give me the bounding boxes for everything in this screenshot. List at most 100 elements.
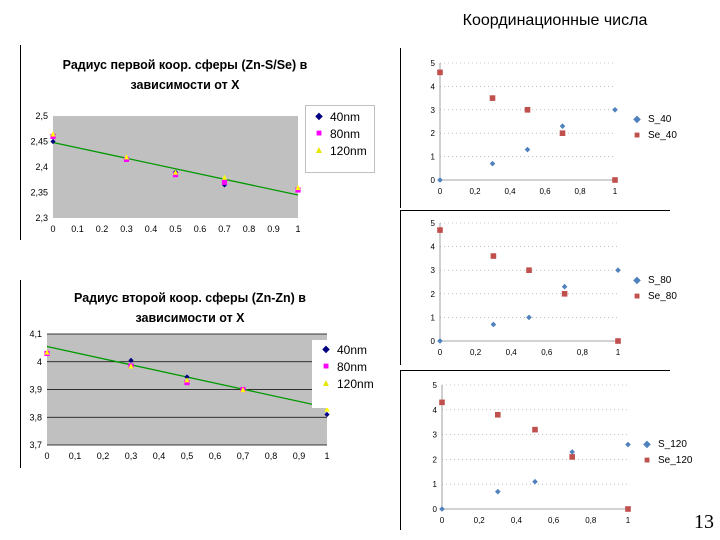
y-tick-label: 2 (433, 455, 438, 464)
x-tick-label: 0,2 (97, 451, 110, 461)
data-point-se-120 (569, 454, 575, 460)
y-tick-label: 2 (431, 290, 436, 299)
legend-entry-120nm: ▲ 120nm (313, 375, 379, 392)
data-point-120nm (184, 377, 190, 383)
x-tick-label: 1 (616, 348, 621, 357)
x-tick-label: 0,1 (69, 451, 82, 461)
x-tick-label: 1 (626, 516, 631, 525)
y-tick-label: 3 (431, 266, 436, 275)
x-tick-label: 0,2 (469, 187, 481, 196)
chart-left-border (20, 280, 21, 468)
y-tick-label: 2,3 (35, 213, 48, 223)
legend-label: 80nm (337, 359, 368, 374)
x-tick-label: 0.1 (71, 224, 84, 234)
square-icon: ■ (315, 128, 323, 139)
x-tick-label: 0 (438, 187, 443, 196)
y-tick-label: 4,1 (29, 329, 42, 339)
legend-entry-s: ◆ S_80 (630, 272, 677, 288)
diamond-icon: ◆ (633, 274, 641, 286)
chart-legend: ◆ 40nm ■ 80nm ▲ 120nm (312, 340, 380, 408)
legend-entry-40nm: ◆ 40nm (306, 108, 374, 125)
legend-label: S_120 (658, 438, 687, 450)
data-point-120nm (295, 184, 301, 190)
y-tick-label: 1 (433, 480, 438, 489)
legend-label: 40nm (330, 109, 361, 124)
y-tick-label: 2 (431, 129, 436, 138)
chart-left-border (20, 45, 21, 240)
x-tick-label: 0,4 (153, 451, 166, 461)
legend-label: Se_120 (658, 454, 693, 466)
data-point-s-80 (490, 321, 497, 328)
legend-entry-s: ◆ S_40 (630, 111, 677, 127)
y-tick-label: 3 (431, 106, 436, 115)
data-point-s-80 (526, 314, 532, 321)
data-point-120nm (123, 154, 130, 160)
data-point-s-40 (559, 123, 566, 129)
triangle-icon: ▲ (321, 378, 331, 389)
y-tick-label: 2,35 (30, 188, 48, 198)
x-tick-label: 0,8 (585, 516, 597, 525)
data-point-se-80 (561, 291, 568, 297)
x-tick-label: 0,6 (209, 451, 222, 461)
y-tick-label: 3,8 (29, 412, 42, 422)
x-tick-label: 0 (50, 224, 55, 234)
y-tick-label: 0 (431, 337, 436, 346)
x-tick-label: 0.3 (120, 224, 133, 234)
data-point-120nm (221, 174, 228, 180)
x-tick-label: 0,8 (265, 451, 278, 461)
chart-plot: 3,7 3,8 3,9 4 4,1 0 0,1 0,2 0,3 0,4 0,5 0,6 0,7 0,8 0,… (29, 329, 330, 461)
legend-entry-80nm: ■ 80nm (306, 125, 374, 142)
page-number: 13 (694, 511, 714, 533)
legend-label: Se_80 (648, 290, 677, 302)
legend-entry-s: ◆ S_120 (640, 436, 692, 452)
x-tick-label: 0,5 (181, 451, 194, 461)
x-tick-label: 1 (295, 224, 300, 234)
y-tick-label: 4 (431, 243, 436, 252)
y-tick-label: 3 (433, 431, 438, 440)
x-tick-label: 0,8 (577, 348, 589, 357)
data-point-120nm (128, 363, 134, 369)
chart-first-sphere-radius: Радиус первой коор. сферы (Zn-S/Se) в за… (20, 45, 380, 245)
data-point-120nm (324, 406, 330, 412)
x-tick-label: 0,6 (541, 348, 553, 357)
data-point-se-120 (625, 506, 631, 512)
slide-title: Координационные числа (462, 12, 648, 29)
data-point-se-120 (439, 399, 445, 406)
legend-entry-40nm: ◆ 40nm (313, 341, 379, 358)
chart-title: Радиус второй коор. сферы (Zn-Zn) в зави… (60, 288, 320, 328)
y-tick-label: 2,4 (35, 162, 48, 172)
chart-legend: ◆ S_40 ■ Se_40 (630, 111, 677, 143)
chart-cn-120: 0 1 2 3 4 5 0 0,2 0,4 0,6 0,8 1 ◆ S_120 ■ Se_120 (400, 370, 692, 530)
chart-top-border (400, 370, 670, 371)
data-point-s-80 (615, 267, 621, 273)
legend-label: 120nm (337, 376, 374, 391)
data-point-s-40 (524, 146, 531, 153)
data-point-s-120 (439, 506, 445, 512)
triangle-icon: ▲ (314, 145, 324, 156)
x-tick-label: 0,4 (506, 348, 518, 357)
x-tick-label: 0.2 (96, 224, 109, 234)
diamond-icon: ◆ (633, 113, 641, 125)
x-tick-label: 0.4 (145, 224, 158, 234)
y-tick-label: 0 (433, 505, 438, 514)
chart-top-border (400, 210, 670, 211)
y-tick-label: 3,7 (29, 440, 42, 450)
data-point-120nm (44, 349, 50, 355)
x-tick-label: 0.5 (169, 224, 182, 234)
x-tick-label: 0.7 (218, 224, 231, 234)
y-tick-label: 4 (37, 357, 42, 367)
y-tick-label: 0 (431, 176, 436, 185)
y-tick-label: 3,9 (29, 385, 42, 395)
chart-legend: ◆ S_80 ■ Se_80 (630, 272, 677, 304)
x-tick-label: 0 (44, 451, 49, 461)
data-point-se-80 (526, 267, 532, 273)
chart-left-border (400, 370, 401, 530)
x-tick-label: 0,4 (511, 516, 523, 525)
chart-title: Радиус первой коор. сферы (Zn-S/Se) в за… (50, 55, 320, 95)
chart-second-sphere-radius: Радиус второй коор. сферы (Zn-Zn) в зави… (20, 280, 380, 470)
data-point-80nm (184, 379, 190, 386)
diamond-icon: ◆ (315, 111, 323, 122)
square-icon: ■ (322, 361, 330, 372)
y-tick-label: 2,45 (30, 137, 48, 147)
data-point-s-120 (625, 441, 631, 448)
